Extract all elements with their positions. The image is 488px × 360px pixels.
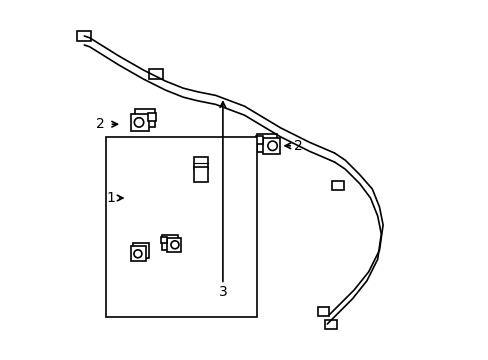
Text: 1: 1 bbox=[107, 191, 116, 205]
Bar bbox=[161, 237, 166, 243]
Bar bbox=[256, 136, 263, 144]
Circle shape bbox=[134, 118, 143, 127]
Bar bbox=[194, 167, 207, 182]
Bar bbox=[166, 238, 181, 252]
Bar bbox=[148, 113, 155, 121]
Circle shape bbox=[267, 141, 277, 150]
Bar bbox=[263, 138, 280, 154]
Text: 3: 3 bbox=[218, 285, 227, 298]
Bar bbox=[149, 69, 163, 79]
Bar bbox=[133, 243, 148, 258]
Bar bbox=[131, 114, 148, 130]
Bar bbox=[106, 137, 257, 317]
Bar bbox=[194, 157, 208, 169]
Bar bbox=[332, 181, 343, 190]
Bar bbox=[317, 307, 329, 316]
Bar bbox=[162, 235, 178, 250]
Bar bbox=[325, 320, 336, 328]
Text: 2: 2 bbox=[96, 117, 104, 131]
Bar bbox=[131, 246, 146, 261]
Bar bbox=[256, 134, 276, 152]
Circle shape bbox=[134, 250, 142, 258]
Circle shape bbox=[171, 241, 179, 249]
Text: 2: 2 bbox=[293, 139, 302, 153]
Bar bbox=[135, 109, 154, 127]
Bar bbox=[77, 31, 91, 41]
